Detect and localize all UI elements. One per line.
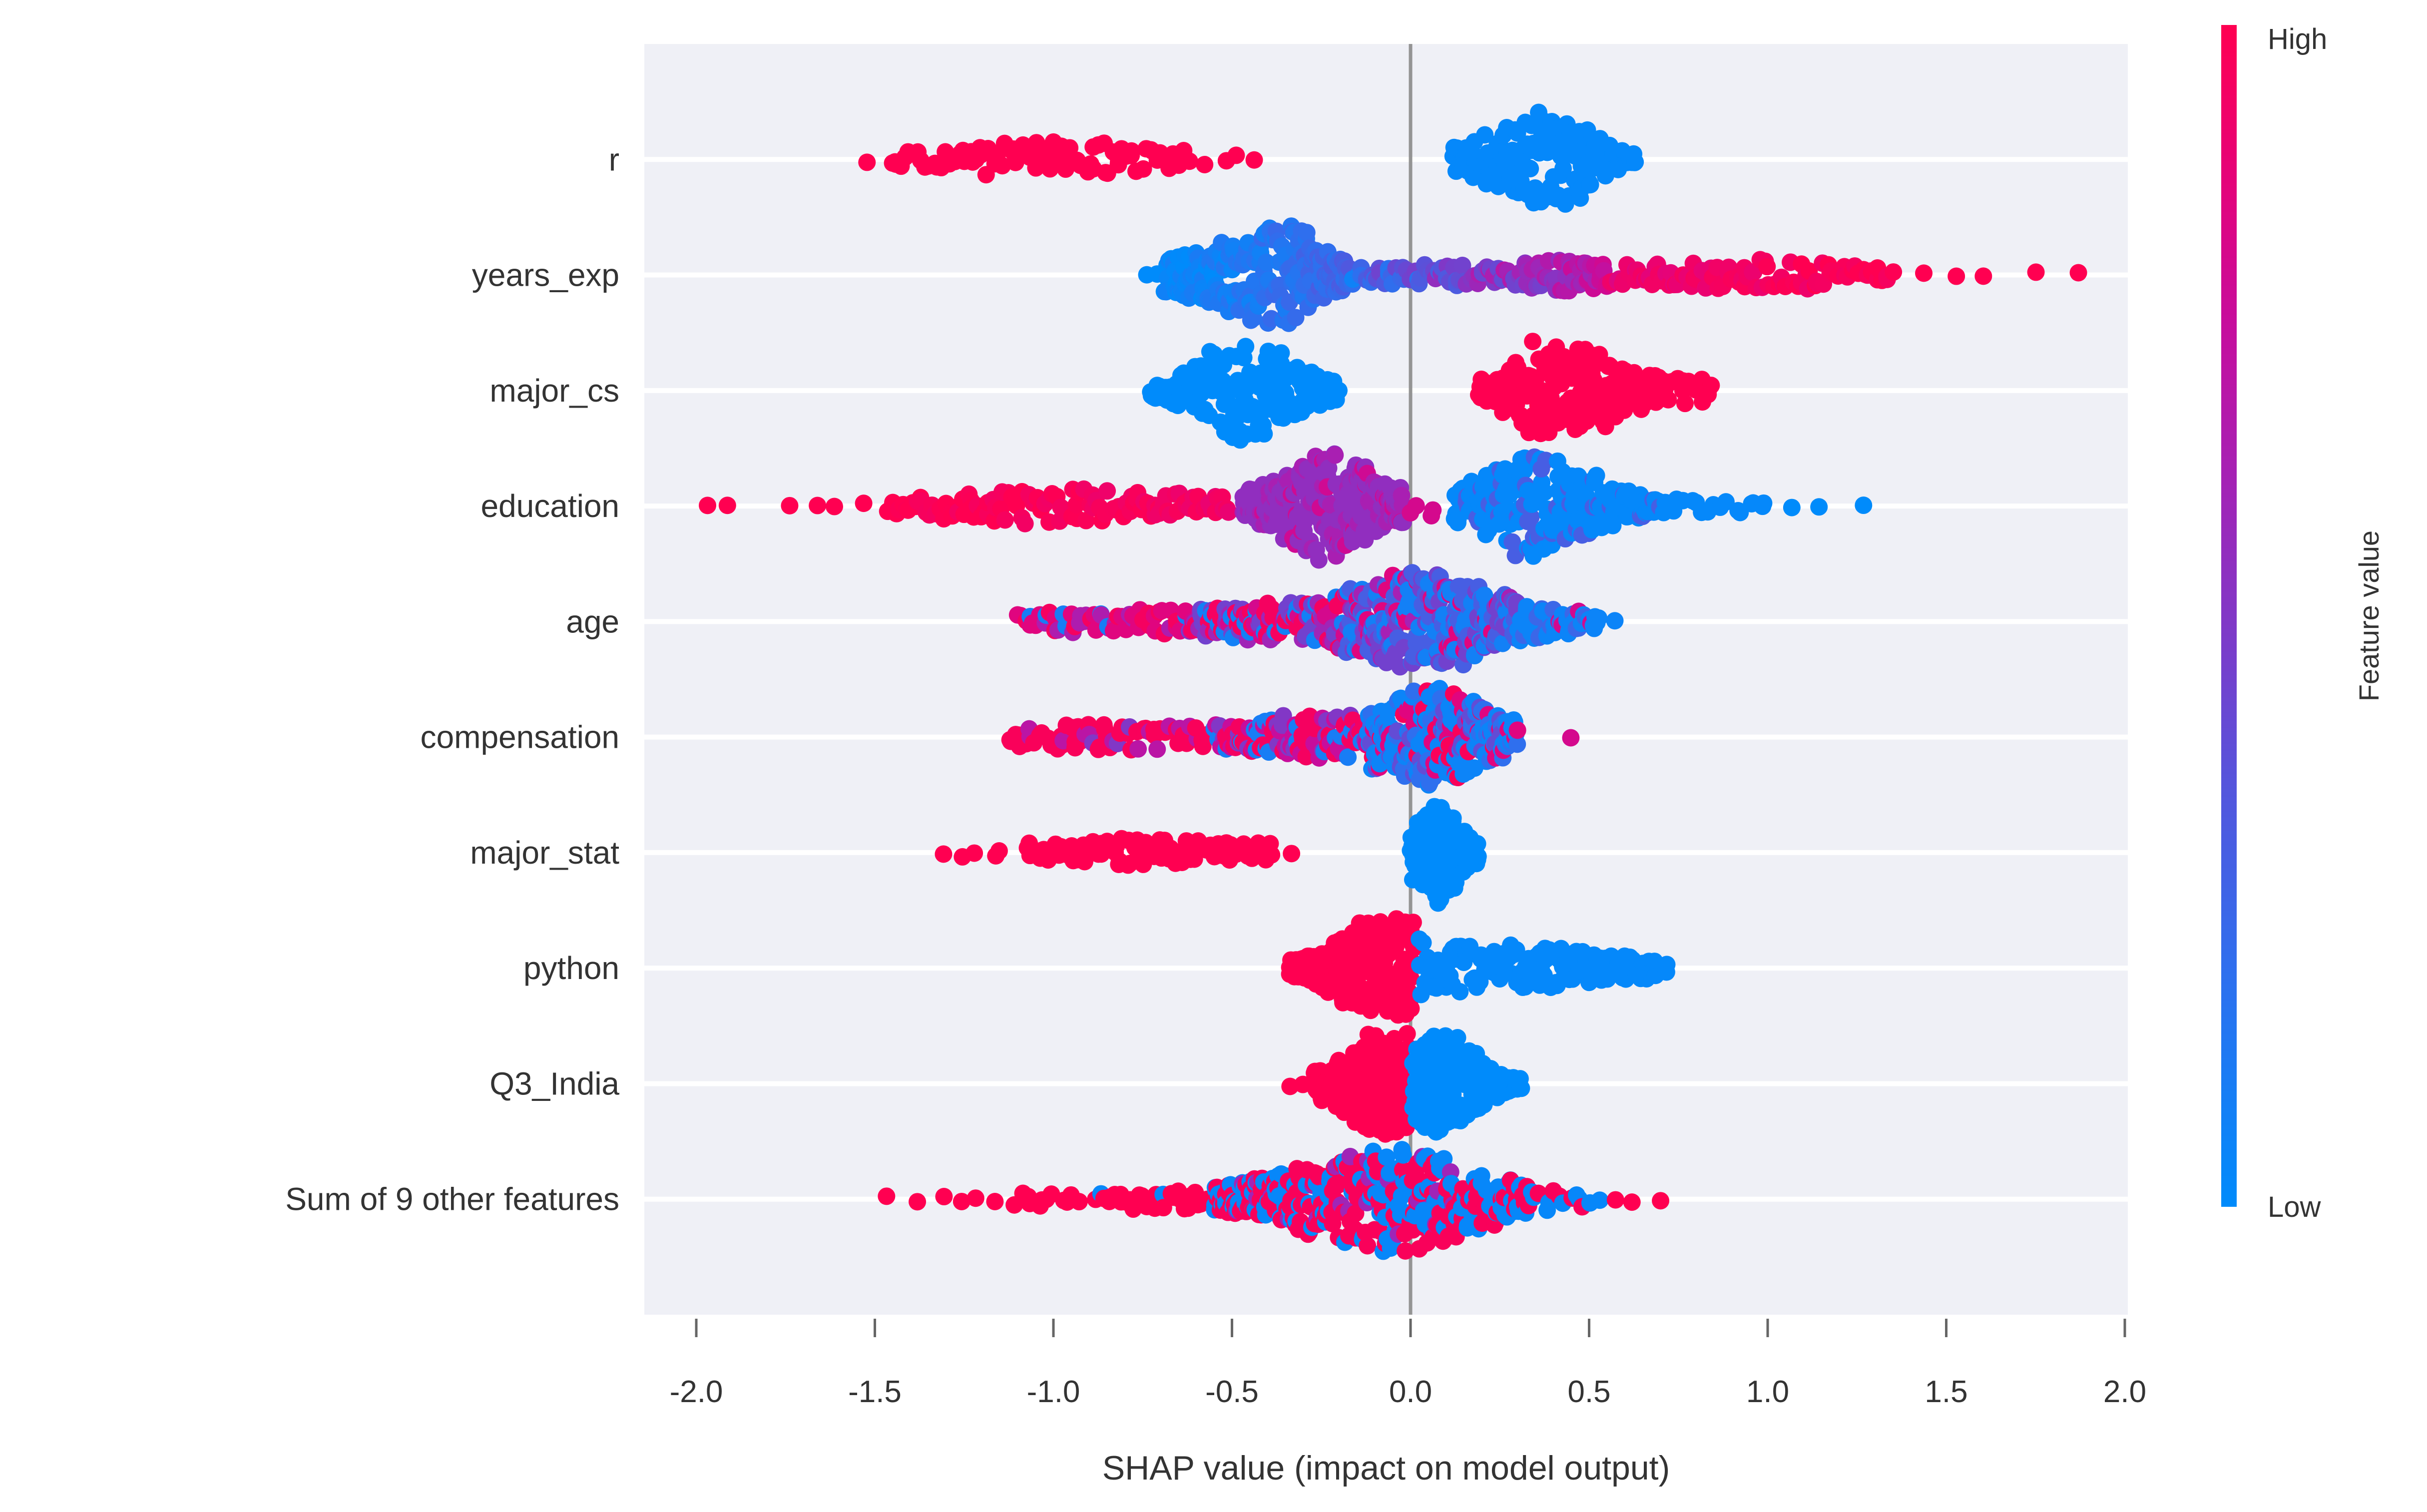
x-tick-label: -2.0 (670, 1375, 723, 1409)
feature-label: major_stat (470, 835, 619, 871)
feature-label: r (609, 141, 619, 177)
feature-label: Q3_India (489, 1065, 619, 1101)
feature-label: education (481, 488, 619, 524)
feature-label: major_cs (489, 373, 619, 409)
x-tick-label: -0.5 (1205, 1375, 1259, 1409)
x-tick-label: 0.5 (1567, 1375, 1610, 1409)
colorbar-gradient-bar (2221, 25, 2237, 1207)
beeswarm-points-compensation (1001, 680, 1580, 794)
colorbar-title: Feature value (2353, 530, 2385, 701)
beeswarm-points-layer (699, 103, 2087, 1260)
feature-label: python (523, 950, 619, 986)
x-tick-label: 0.0 (1389, 1375, 1432, 1409)
beeswarm-points-major_cs (1142, 333, 1720, 449)
x-axis: -2.0 -1.5 -1.0 -0.5 0.0 0.5 1.0 1.5 2.0 (670, 1319, 2146, 1409)
colorbar: High Low Feature value (2221, 23, 2385, 1223)
feature-label: Sum of 9 other features (285, 1181, 619, 1217)
x-tick-label: -1.0 (1027, 1375, 1080, 1409)
beeswarm-points-python (1281, 910, 1676, 1024)
feature-label: years_exp (472, 257, 619, 293)
beeswarm-points-years_exp (1138, 217, 2087, 332)
y-axis-feature-labels: r years_exp major_cs education age compensati… (285, 141, 619, 1217)
x-tick-label: -1.5 (848, 1375, 902, 1409)
colorbar-high-label: High (2268, 23, 2327, 55)
beeswarm-points-major_stat (935, 798, 1487, 912)
beeswarm-points-sum-of-9-other-features (878, 1141, 1670, 1260)
x-tick-label: 1.0 (1746, 1375, 1789, 1409)
colorbar-low-label: Low (2268, 1191, 2322, 1223)
beeswarm-points-education (699, 445, 1873, 569)
x-axis-title: SHAP value (impact on model output) (1102, 1449, 1670, 1487)
beeswarm-points-age (1008, 564, 1624, 676)
x-tick-label: 1.5 (1925, 1375, 1967, 1409)
beeswarm-points-q3_india (1281, 1025, 1530, 1143)
feature-label: compensation (421, 719, 619, 755)
x-tick-label: 2.0 (2103, 1375, 2146, 1409)
feature-label: age (566, 603, 619, 639)
beeswarm-points-r (858, 103, 1644, 213)
